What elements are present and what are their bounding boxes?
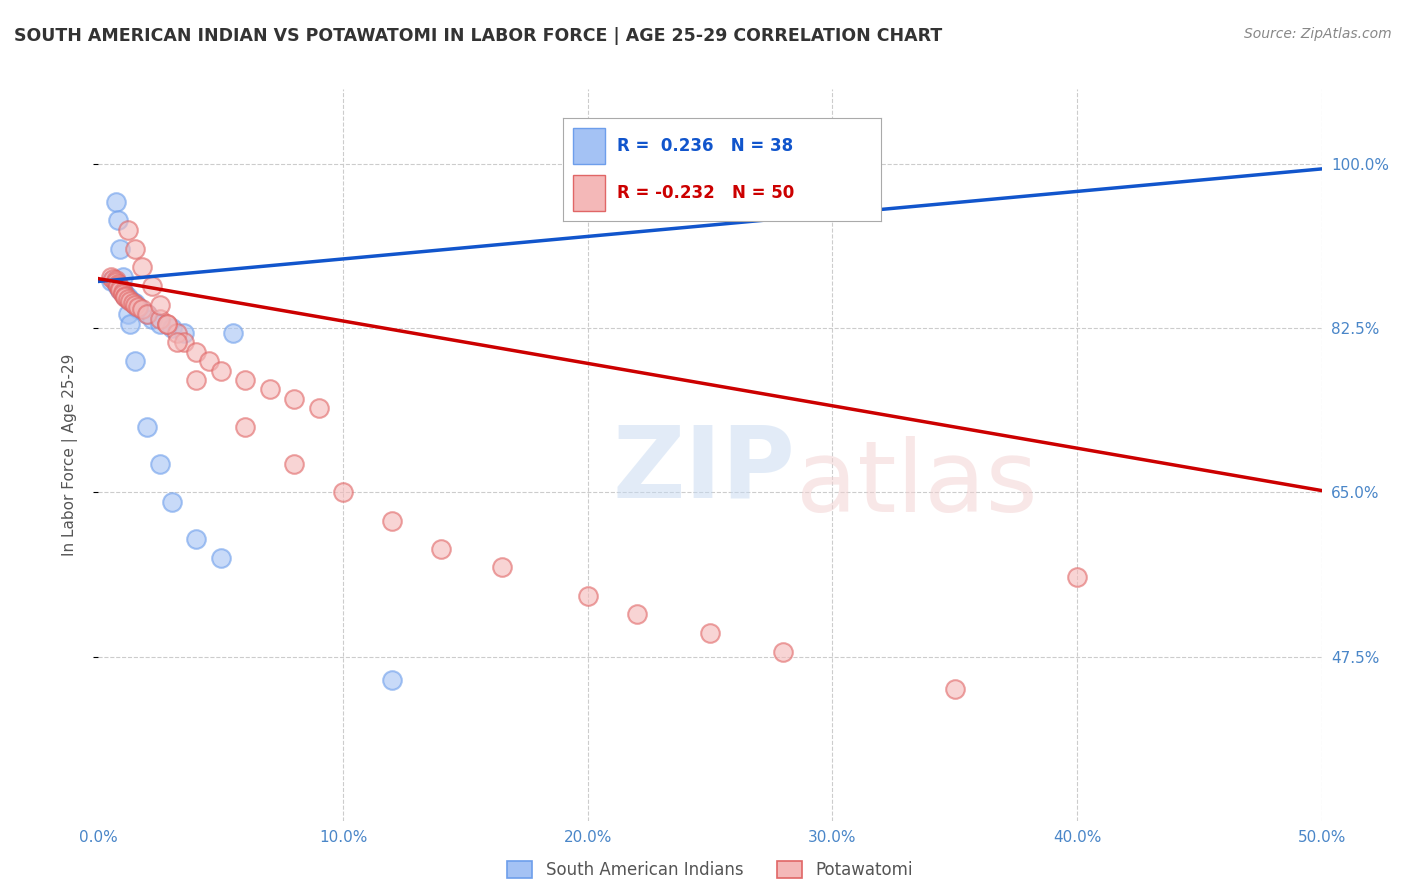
Point xyxy=(104,277,127,291)
Point xyxy=(114,288,136,302)
Point xyxy=(149,298,172,312)
Point xyxy=(131,301,153,316)
Point xyxy=(141,312,163,326)
Point xyxy=(121,295,143,310)
Point xyxy=(111,284,134,298)
Point xyxy=(117,290,139,304)
Point xyxy=(308,401,330,415)
Point xyxy=(110,283,132,297)
Point xyxy=(160,495,183,509)
Point xyxy=(101,271,124,285)
Point xyxy=(491,560,513,574)
Point xyxy=(110,242,132,256)
Point xyxy=(233,419,256,434)
Point xyxy=(104,273,127,287)
Point xyxy=(233,373,256,387)
Point xyxy=(100,275,122,289)
Point xyxy=(430,541,453,556)
Point xyxy=(283,392,305,406)
Point xyxy=(156,317,179,331)
Point xyxy=(141,279,163,293)
Point xyxy=(110,281,132,295)
Point xyxy=(127,300,149,314)
Point xyxy=(283,458,305,472)
Point xyxy=(107,279,129,293)
Point xyxy=(124,298,146,312)
Point xyxy=(173,335,195,350)
Text: Source: ZipAtlas.com: Source: ZipAtlas.com xyxy=(1244,27,1392,41)
Point xyxy=(117,223,139,237)
Point xyxy=(114,290,136,304)
Point xyxy=(107,280,129,294)
Point xyxy=(166,335,188,350)
Text: ZIP: ZIP xyxy=(612,421,794,518)
Text: SOUTH AMERICAN INDIAN VS POTAWATOMI IN LABOR FORCE | AGE 25-29 CORRELATION CHART: SOUTH AMERICAN INDIAN VS POTAWATOMI IN L… xyxy=(14,27,942,45)
Y-axis label: In Labor Force | Age 25-29: In Labor Force | Age 25-29 xyxy=(62,354,77,556)
Point xyxy=(114,288,136,302)
Point xyxy=(699,626,721,640)
Point xyxy=(110,283,132,297)
Point xyxy=(111,285,134,299)
Point xyxy=(110,281,132,295)
Point xyxy=(149,458,172,472)
Point xyxy=(136,307,159,321)
Point xyxy=(117,292,139,306)
Point xyxy=(117,307,139,321)
Point xyxy=(131,260,153,275)
Point xyxy=(136,307,159,321)
Point xyxy=(124,298,146,312)
Point xyxy=(209,363,232,377)
Point xyxy=(111,269,134,284)
Point xyxy=(124,354,146,368)
Point xyxy=(772,645,794,659)
Point xyxy=(160,321,183,335)
Point xyxy=(127,301,149,316)
Text: atlas: atlas xyxy=(796,435,1038,533)
Point xyxy=(156,317,179,331)
Legend: South American Indians, Potawatomi: South American Indians, Potawatomi xyxy=(501,854,920,886)
Point xyxy=(149,317,172,331)
Point xyxy=(107,278,129,293)
Point xyxy=(100,269,122,284)
Point xyxy=(186,373,208,387)
Point xyxy=(127,300,149,314)
Point xyxy=(124,242,146,256)
Point xyxy=(186,344,208,359)
Point xyxy=(120,317,142,331)
Point xyxy=(120,293,142,308)
Point xyxy=(149,312,172,326)
Point xyxy=(104,276,127,290)
Point xyxy=(136,419,159,434)
Point xyxy=(166,326,188,340)
Point xyxy=(943,682,966,697)
Point xyxy=(197,354,219,368)
Point xyxy=(114,288,136,302)
Point xyxy=(104,194,127,209)
Point xyxy=(111,285,134,300)
Point xyxy=(332,485,354,500)
Point xyxy=(121,296,143,310)
Point xyxy=(107,277,129,292)
Point xyxy=(173,326,195,340)
Point xyxy=(111,286,134,301)
Point xyxy=(626,607,648,622)
Point xyxy=(209,551,232,566)
Point xyxy=(107,213,129,227)
Point xyxy=(120,294,142,309)
Point xyxy=(259,382,281,396)
Point xyxy=(381,673,404,687)
Point xyxy=(576,589,599,603)
Point xyxy=(114,286,136,301)
Point xyxy=(117,292,139,306)
Point xyxy=(1066,570,1088,584)
Point xyxy=(124,296,146,310)
Point xyxy=(381,514,404,528)
Point xyxy=(222,326,245,340)
Point xyxy=(186,533,208,547)
